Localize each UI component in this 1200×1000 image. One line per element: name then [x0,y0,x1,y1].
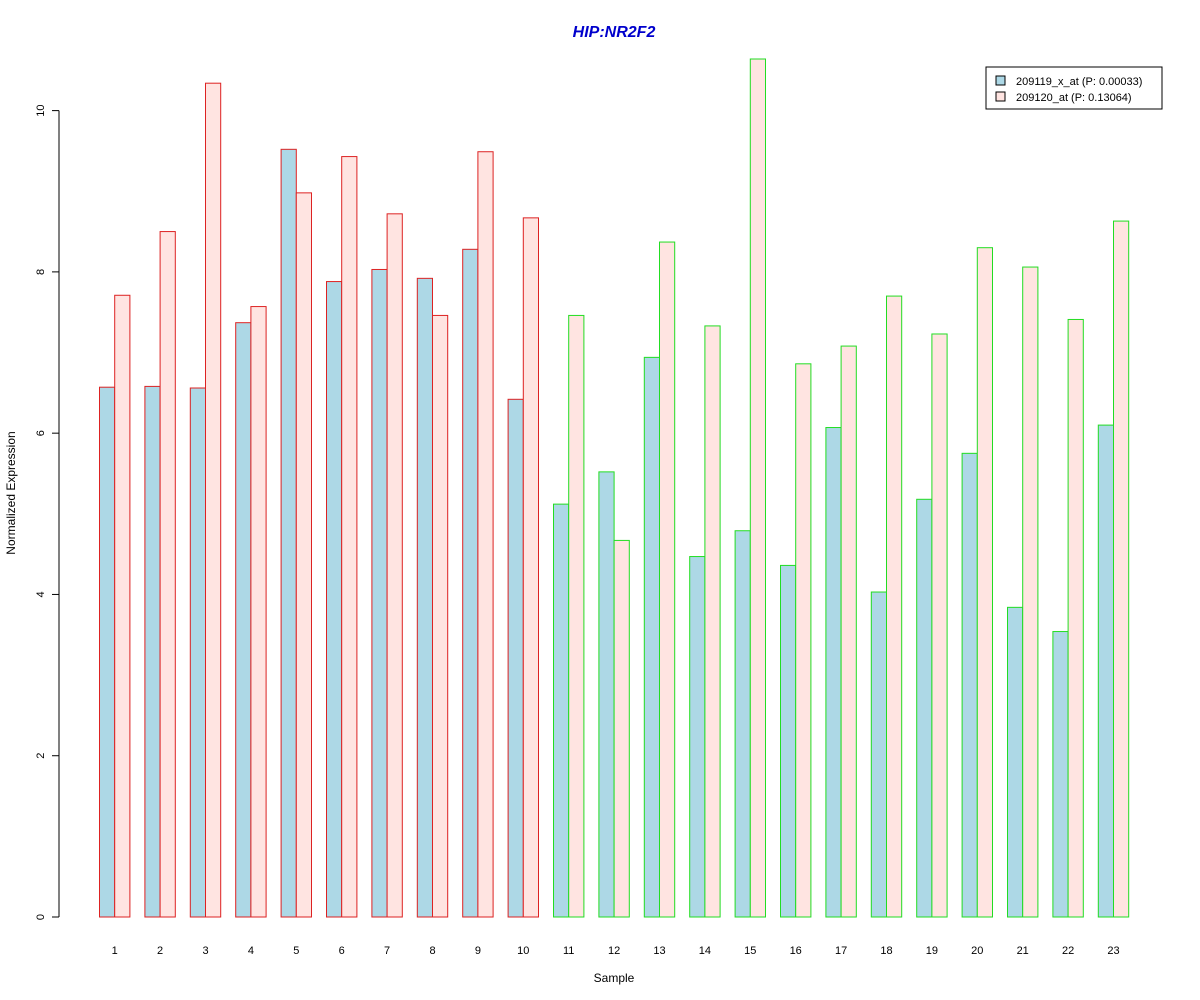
legend: 209119_x_at (P: 0.00033) 209120_at (P: 0… [985,66,1163,110]
bar-sample-17-series-1 [825,427,842,918]
x-tick-label: 17 [835,945,847,957]
bar-sample-20-series-1 [961,452,978,918]
bar-sample-8-series-1 [416,277,433,918]
bar-sample-20-series-2 [976,247,993,918]
bar-sample-19-series-1 [916,498,933,918]
bar-sample-8-series-2 [432,314,449,918]
bar-sample-6-series-2 [341,156,358,918]
bar-sample-3-series-1 [189,387,207,918]
x-axis-tick-labels: 1 2 3 4 5 6 7 8 9 10 11 12 13 14 15 16 17 18 19 20 21 22 23 [112,945,1120,957]
bars [99,58,1130,918]
legend-label-209120: 209120_at (P: 0.13064) [1016,92,1132,104]
bar-sample-14-series-2 [704,325,721,918]
bar-sample-7-series-1 [371,268,388,918]
x-tick-label: 16 [790,945,802,957]
x-tick-label: 4 [248,945,254,957]
bar-sample-15-series-1 [734,530,751,918]
y-tick-label: 10 [35,104,47,116]
x-axis-label: Sample [594,971,635,985]
y-axis-label: Normalized Expression [4,431,18,554]
bar-sample-22-series-2 [1067,318,1084,918]
legend-swatch-209119 [995,75,1006,86]
x-tick-label: 13 [653,945,665,957]
bar-sample-10-series-1 [507,398,524,918]
bar-sample-19-series-2 [931,333,948,918]
bar-sample-9-series-2 [477,151,494,918]
bar-sample-21-series-1 [1007,606,1024,918]
x-tick-label: 19 [926,945,938,957]
x-tick-label: 2 [157,945,163,957]
bar-sample-13-series-1 [643,356,660,918]
bar-sample-9-series-1 [462,248,479,918]
bar-sample-23-series-2 [1113,220,1130,918]
bar-sample-22-series-1 [1052,631,1069,918]
x-tick-label: 23 [1107,945,1119,957]
x-tick-label: 8 [429,945,435,957]
bar-sample-14-series-1 [689,556,706,918]
y-tick-label: 4 [35,591,47,597]
bar-sample-13-series-2 [659,241,676,918]
bar-sample-23-series-1 [1097,424,1115,918]
legend-box [985,66,1163,110]
x-tick-label: 10 [517,945,529,957]
x-tick-label: 18 [880,945,892,957]
bar-sample-16-series-2 [795,363,812,918]
x-tick-label: 22 [1062,945,1074,957]
x-tick-label: 7 [384,945,390,957]
x-tick-label: 3 [202,945,208,957]
y-axis: 0 2 4 6 8 10 [35,104,60,920]
bar-sample-12-series-1 [598,471,615,918]
x-tick-label: 15 [744,945,756,957]
bar-sample-4-series-1 [235,322,252,918]
bar-sample-5-series-2 [295,192,312,918]
x-tick-label: 12 [608,945,620,957]
bar-sample-18-series-1 [870,591,887,918]
bar-sample-18-series-2 [886,295,903,918]
bar-sample-7-series-2 [386,213,403,918]
bar-sample-10-series-2 [522,217,539,918]
x-tick-label: 11 [563,945,574,957]
x-tick-label: 5 [293,945,299,957]
x-tick-label: 6 [339,945,345,957]
bar-sample-5-series-1 [280,148,297,918]
bar-sample-16-series-1 [780,564,797,918]
y-tick-label: 6 [35,430,47,436]
bar-sample-2-series-2 [159,231,176,918]
chart-title: HIP:NR2F2 [573,24,656,41]
x-tick-label: 9 [475,945,481,957]
bar-sample-17-series-2 [840,345,857,918]
y-tick-label: 0 [35,914,47,920]
bar-sample-6-series-1 [326,281,343,918]
bar-sample-3-series-2 [205,82,222,918]
bar-sample-21-series-2 [1022,266,1039,918]
bar-sample-2-series-1 [144,385,161,918]
x-tick-label: 1 [112,945,118,957]
bar-sample-11-series-1 [553,503,570,918]
legend-swatch-209120 [995,91,1006,102]
x-tick-label: 20 [971,945,983,957]
bar-sample-11-series-2 [568,314,585,918]
x-tick-label: 21 [1017,945,1029,957]
bar-sample-1-series-2 [114,294,131,918]
y-tick-label: 2 [35,753,47,759]
bar-sample-15-series-2 [749,58,766,918]
legend-label-209119: 209119_x_at (P: 0.00033) [1016,76,1142,88]
y-tick-label: 8 [35,269,47,275]
bar-sample-12-series-2 [613,539,630,918]
x-tick-label: 14 [699,945,711,957]
bar-sample-1-series-1 [99,386,116,918]
bar-sample-4-series-2 [250,306,267,918]
